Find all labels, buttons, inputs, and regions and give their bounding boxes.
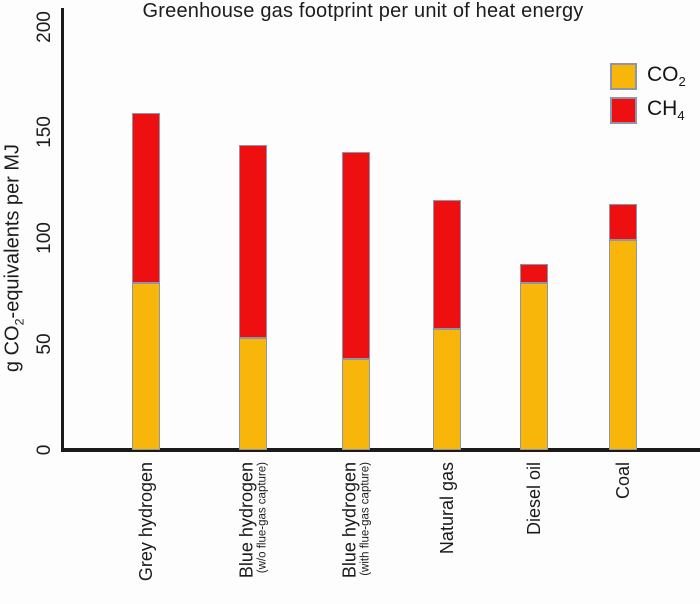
bar-3-co2-segment [433,329,461,450]
y-axis-title-suffix: -equivalents per MJ [1,143,24,319]
x-label-text-3: Natural gas [437,462,457,602]
bar-3-ch4-segment [433,200,461,330]
category-label: Blue hydrogen [236,462,257,579]
bar-0-co2-segment [132,282,160,450]
x-label-text-5: Coal [613,462,633,602]
legend-item-ch4: CH4 [610,97,686,124]
category-label: Grey hydrogen [136,462,156,582]
y-axis-title: g CO2-equivalents per MJ [2,144,27,372]
legend-item-co2: CO2 [610,63,686,90]
x-axis-line [61,448,700,452]
y-tick-label-50: 50 [34,333,55,355]
bar-4-ch4-segment [520,263,548,283]
bar-5-ch4-segment [609,204,637,241]
co2-legend-label: CO2 [647,63,686,89]
co2-swatch [610,63,637,90]
ch4-label-text: CH [647,97,678,121]
y-axis-line [61,8,64,452]
ch4-legend-label: CH4 [647,97,685,123]
y-axis-title-subscript: 2 [12,318,27,326]
chart-title: Greenhouse gas footprint per unit of hea… [142,0,584,22]
legend: CO2 CH4 [610,63,686,124]
category-sublabel: (with flue-gas capture) [359,462,372,576]
co2-label-subscript: 2 [678,74,686,90]
ch4-label-subscript: 4 [677,108,685,124]
x-label-text-0: Grey hydrogen [136,462,156,602]
bar-1-co2-segment [239,337,267,450]
category-label: Diesel oil [524,462,544,536]
bar-2-ch4-segment [342,151,370,359]
bar-0-ch4-segment [132,113,160,283]
category-label: Blue hydrogen [339,462,360,579]
bar-5-co2-segment [609,240,637,450]
bar-4-co2-segment [520,282,548,450]
bar-1-ch4-segment [239,145,267,338]
x-label-text-4: Diesel oil [524,462,544,602]
category-sublabel: (w/o flue-gas capture) [256,462,269,574]
co2-label-text: CO [647,63,679,87]
ch4-swatch [610,97,637,124]
y-tick-label-200: 200 [34,11,55,43]
y-tick-label-150: 150 [34,116,55,148]
y-tick-label-100: 100 [34,222,55,254]
x-label-text-2: Blue hydrogen (with flue-gas capture) [340,462,373,602]
y-axis-title-text: g CO [1,325,24,373]
y-tick-label-0: 0 [34,444,55,456]
category-label: Coal [613,462,633,500]
category-label: Natural gas [437,462,457,555]
bar-2-co2-segment [342,358,370,450]
x-label-text-1: Blue hydrogen (w/o flue-gas capture) [237,462,270,602]
